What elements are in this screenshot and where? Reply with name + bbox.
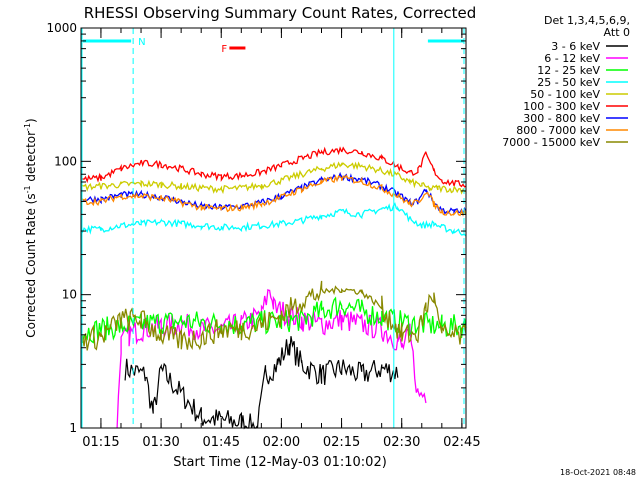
x-tick-label-2: 01:45: [203, 435, 240, 450]
series-line-3: [80, 202, 467, 237]
series-line-0: [124, 336, 399, 430]
legend-label-6: 300 - 800 keV: [523, 112, 600, 125]
legend-label-1: 6 - 12 keV: [544, 52, 600, 65]
y-tick-label-2: 100: [54, 154, 77, 168]
legend-label-3: 25 - 50 keV: [537, 76, 600, 89]
series-line-1: [116, 288, 427, 429]
legend-label-2: 12 - 25 keV: [537, 64, 600, 77]
x-tick-label-6: 02:45: [443, 435, 480, 450]
legend-label-8: 7000 - 15000 keV: [502, 136, 600, 149]
plot-area: NF: [80, 28, 467, 430]
legend-header-detectors: Det 1,3,4,5,6,9,: [544, 14, 630, 27]
x-tick-label-0: 01:15: [82, 435, 119, 450]
y-tick-label-3: 1000: [46, 21, 77, 35]
chart-title: RHESSI Observing Summary Count Rates, Co…: [84, 4, 477, 22]
legend-label-7: 800 - 7000 keV: [516, 124, 600, 137]
x-tick-label-1: 01:30: [142, 435, 179, 450]
x-tick-label-4: 02:15: [323, 435, 360, 450]
x-axis-label: Start Time (12-May-03 01:10:02): [173, 455, 387, 470]
plot-frame: [80, 27, 467, 429]
flare-label: F: [221, 44, 227, 55]
legend-label-4: 50 - 100 keV: [530, 88, 600, 101]
series-line-5: [80, 146, 467, 188]
series-line-8: [80, 280, 467, 351]
series-line-4: [80, 161, 467, 195]
axes: 1 10 100 1000 01:15 01:30 01:45 02:00 02:15 02:30…: [46, 21, 480, 450]
footer-timestamp: 18-Oct-2021 08:48: [560, 468, 636, 477]
saa-label: N: [138, 37, 145, 48]
y-tick-label-1: 10: [62, 288, 77, 302]
series-line-7: [80, 174, 467, 217]
x-tick-label-5: 02:30: [383, 435, 420, 450]
legend-label-5: 100 - 300 keV: [523, 100, 600, 113]
y-axis-label: Corrected Count Rate (s-1 detector-1): [23, 118, 38, 337]
legend-label-0: 3 - 6 keV: [551, 40, 600, 53]
y-tick-label-0: 1: [69, 421, 77, 435]
legend-header-attenuator: Att 0: [604, 26, 630, 39]
x-tick-label-3: 02:00: [263, 435, 300, 450]
